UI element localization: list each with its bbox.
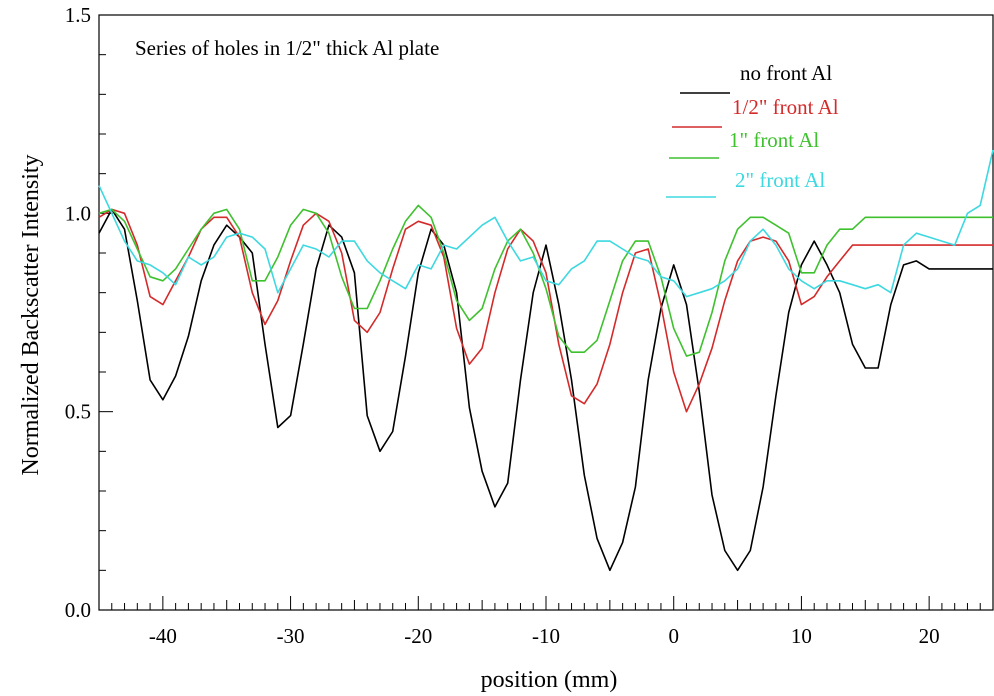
y-tick-label: 1.0 bbox=[65, 201, 91, 225]
x-tick-label: -10 bbox=[532, 624, 560, 648]
legend-label: 1/2" front Al bbox=[732, 95, 839, 119]
legend-label: no front Al bbox=[740, 61, 832, 85]
legend: no front Al 1/2" front Al 1" front Al 2" fr… bbox=[666, 61, 839, 198]
legend-label: 1" front Al bbox=[729, 128, 819, 152]
x-tick-label: -20 bbox=[404, 624, 432, 648]
series-line-3 bbox=[98, 149, 994, 298]
axis-ticks bbox=[98, 14, 994, 611]
x-axis-title: position (mm) bbox=[481, 667, 618, 693]
tick-labels: -40 -30 -20 -10 0 10 20 0.0 0.5 1.0 1.5 bbox=[65, 3, 940, 648]
series-line-1 bbox=[98, 208, 993, 413]
y-tick-label: 1.5 bbox=[65, 3, 91, 27]
x-tick-label: -30 bbox=[277, 624, 305, 648]
x-tick-label: 10 bbox=[791, 624, 812, 648]
y-axis-title: Normalized Backscatter Intensity bbox=[18, 154, 44, 475]
x-tick-label: 0 bbox=[668, 624, 679, 648]
plot-frame bbox=[98, 14, 994, 611]
series-line-0 bbox=[98, 208, 993, 572]
y-tick-label: 0.5 bbox=[65, 400, 91, 424]
legend-label: 2" front Al bbox=[735, 168, 825, 192]
y-tick-label: 0.0 bbox=[65, 598, 91, 622]
x-tick-label: -40 bbox=[149, 624, 177, 648]
x-tick-label: 20 bbox=[919, 624, 940, 648]
series-lines bbox=[98, 149, 994, 572]
series-line-2 bbox=[98, 204, 993, 357]
plot-area-border bbox=[98, 14, 994, 611]
chart-annotation: Series of holes in 1/2" thick Al plate bbox=[135, 36, 439, 60]
